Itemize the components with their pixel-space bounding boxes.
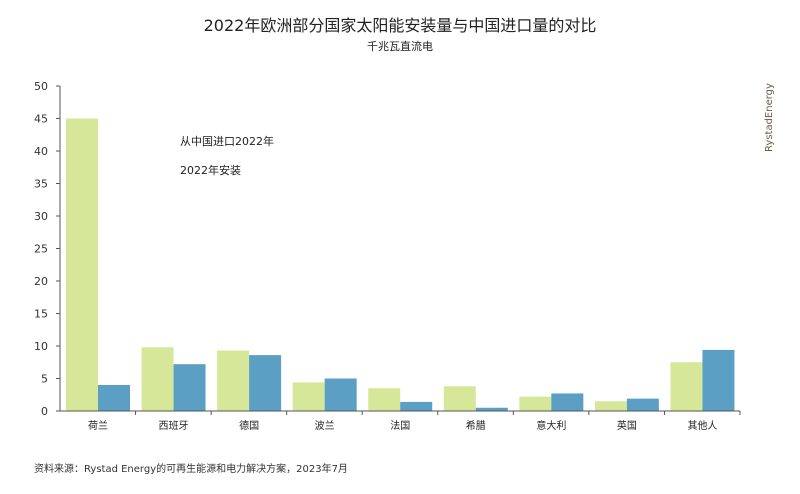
y-tick-label: 15 (34, 308, 48, 321)
bar-imports-1 (141, 347, 174, 411)
bar-imports-2 (217, 350, 250, 411)
bar-installations-5 (475, 407, 508, 411)
source-note: 资料来源：Rystad Energy的可再生能源和电力解决方案，2023年7月 (34, 464, 348, 475)
legend-entry-installations: 2022年安装 (180, 163, 241, 177)
y-tick-label: 20 (34, 275, 48, 288)
bar-installations-6 (551, 393, 584, 411)
bar-installations-1 (173, 364, 206, 411)
x-category-label: 希腊 (466, 419, 486, 432)
bar-imports-0 (66, 118, 98, 411)
bar-installations-7 (626, 398, 659, 411)
x-category-label: 西班牙 (159, 420, 189, 432)
y-tick-label: 40 (34, 145, 48, 158)
bar-imports-5 (443, 386, 476, 411)
legend-entry-imports: 从中国进口2022年 (180, 134, 274, 148)
bar-imports-6 (519, 396, 552, 411)
bar-installations-8 (702, 349, 735, 411)
x-category-label: 意大利 (536, 419, 566, 432)
chart-title: 2022年欧洲部分国家太阳能安装量与中国进口量的对比 (203, 16, 597, 35)
y-tick-label: 10 (34, 340, 48, 353)
x-category-label: 其他人 (687, 419, 717, 432)
svg-text:RystadEnergy: RystadEnergy (764, 83, 775, 152)
y-tick-label: 30 (34, 210, 48, 223)
y-tick-label: 25 (34, 243, 48, 256)
bar-installations-4 (400, 401, 433, 411)
chart-subtitle: 千兆瓦直流电 (367, 40, 433, 53)
y-tick-label: 45 (34, 113, 48, 126)
y-tick-label: 50 (34, 80, 48, 93)
bar-imports-7 (594, 401, 627, 411)
x-category-label: 德国 (239, 419, 259, 432)
bar-group (66, 118, 735, 411)
bar-installations-3 (324, 378, 357, 411)
bar-installations-2 (249, 355, 282, 411)
x-category-label: 法国 (390, 419, 410, 432)
bar-imports-4 (368, 388, 401, 411)
bar-imports-3 (292, 382, 325, 411)
y-tick-label: 0 (41, 405, 48, 418)
x-axis-labels: 荷兰 西班牙 德国 波兰 法国 希腊 意大利 英国 其他人 (88, 411, 741, 432)
x-category-label: 英国 (617, 419, 637, 432)
bar-imports-8 (670, 362, 703, 411)
y-tick-label: 5 (41, 373, 48, 386)
y-axis-ticks: 0 5 10 15 20 25 30 35 40 45 50 (34, 80, 60, 418)
x-category-label: 波兰 (315, 419, 335, 432)
bar-installations-0 (98, 385, 130, 411)
rystad-energy-logo: RystadEnergy (764, 83, 775, 152)
x-category-label: 荷兰 (88, 419, 108, 432)
y-tick-label: 35 (34, 178, 48, 191)
